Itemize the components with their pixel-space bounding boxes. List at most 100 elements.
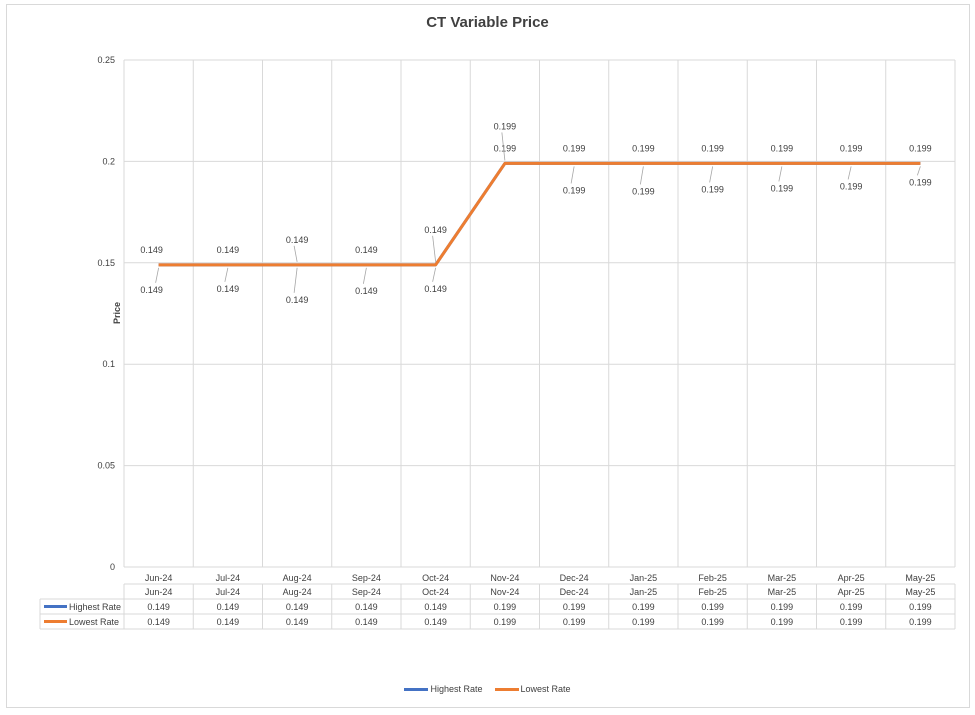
data-label: 0.199 [563, 185, 586, 195]
y-tick-label: 0.2 [102, 156, 115, 166]
y-tick-label: 0.25 [97, 55, 115, 65]
data-label-leader [709, 166, 714, 183]
data-table-cell: 0.149 [217, 617, 240, 627]
data-label: 0.199 [494, 143, 517, 153]
x-tick-label: Jul-24 [216, 573, 241, 583]
data-table-cell: 0.149 [424, 602, 447, 612]
series-line-lowest-rate [158, 161, 921, 267]
data-table-category: Jun-24 [145, 587, 173, 597]
data-table-cell: 0.149 [217, 602, 240, 612]
data-table-category: Mar-25 [768, 587, 797, 597]
data-label-leader [293, 245, 298, 262]
data-table-cell: 0.149 [147, 602, 170, 612]
x-tick-label: Nov-24 [490, 573, 519, 583]
data-label-leader [432, 267, 437, 282]
data-table-cell: 0.199 [771, 602, 794, 612]
data-label: 0.149 [140, 245, 163, 255]
x-tick-label: Mar-25 [768, 573, 797, 583]
x-tick-label: Aug-24 [283, 573, 312, 583]
data-table-cell: 0.199 [701, 617, 724, 627]
data-label: 0.199 [840, 181, 863, 191]
legend-label-highest-rate: Highest Rate [430, 684, 483, 694]
data-table-cell: 0.149 [355, 602, 378, 612]
data-table-category: Sep-24 [352, 587, 381, 597]
x-tick-label: Jan-25 [630, 573, 658, 583]
data-table-cell: 0.149 [355, 617, 378, 627]
data-table-cell: 0.149 [147, 617, 170, 627]
x-tick-label: Feb-25 [698, 573, 727, 583]
data-label-leader [362, 267, 367, 284]
data-label-leader [432, 235, 437, 262]
data-table-category: Apr-25 [838, 587, 865, 597]
legend-swatch-highest-rate [404, 687, 429, 691]
data-table-cell: 0.199 [563, 617, 586, 627]
data-label: 0.199 [632, 143, 655, 153]
chart-title: CT Variable Price [426, 14, 549, 31]
x-tick-label: May-25 [905, 573, 935, 583]
data-table-series-name: Highest Rate [69, 602, 121, 612]
data-label: 0.149 [217, 245, 240, 255]
legend-item-highest-rate: Highest Rate [404, 684, 483, 694]
y-tick-label: 0 [110, 562, 115, 572]
data-table-category: Feb-25 [698, 587, 727, 597]
data-label-leader [224, 267, 229, 282]
data-table-cell: 0.199 [494, 617, 517, 627]
data-label-leader [570, 166, 575, 184]
data-label: 0.149 [424, 225, 447, 235]
y-tick-label: 0.15 [97, 258, 115, 268]
y-tick-label: 0.1 [102, 359, 115, 369]
data-label: 0.199 [840, 143, 863, 153]
data-table-cell: 0.199 [632, 617, 655, 627]
data-table-category: Oct-24 [422, 587, 449, 597]
y-axis-label: Price [112, 302, 122, 324]
y-tick-label: 0.05 [97, 461, 115, 471]
data-table-cell: 0.199 [840, 617, 863, 627]
legend-label-lowest-rate: Lowest Rate [520, 684, 571, 694]
x-tick-label: Jun-24 [145, 573, 173, 583]
legend-swatch-lowest-rate [494, 687, 519, 691]
data-table-cell: 0.199 [701, 602, 724, 612]
x-tick-label: Oct-24 [422, 573, 449, 583]
data-label: 0.149 [140, 285, 163, 295]
chart-frame [6, 4, 970, 708]
data-label: 0.149 [355, 286, 378, 296]
data-table-cell: 0.199 [563, 602, 586, 612]
data-label: 0.149 [286, 295, 309, 305]
data-label-leader [778, 166, 783, 182]
data-label: 0.199 [632, 186, 655, 196]
data-table-category: Aug-24 [283, 587, 312, 597]
data-label: 0.199 [563, 143, 586, 153]
data-table-cell: 0.149 [286, 602, 309, 612]
data-table-category: Nov-24 [490, 587, 519, 597]
data-label: 0.199 [771, 143, 794, 153]
data-table-cell: 0.199 [771, 617, 794, 627]
data-table-cell: 0.199 [909, 617, 932, 627]
data-label: 0.199 [909, 143, 932, 153]
chart-legend: Highest Rate Lowest Rate [0, 684, 975, 694]
x-tick-label: Sep-24 [352, 573, 381, 583]
data-label: 0.199 [494, 121, 517, 131]
data-table-cell: 0.149 [424, 617, 447, 627]
data-table-category: Jul-24 [216, 587, 241, 597]
data-label: 0.199 [701, 143, 724, 153]
data-table-cell: 0.149 [286, 617, 309, 627]
data-table-cell: 0.199 [494, 602, 517, 612]
data-table-cell: 0.199 [632, 602, 655, 612]
data-label-leader [293, 267, 298, 293]
data-label: 0.149 [217, 284, 240, 294]
data-label-leader [639, 166, 644, 185]
data-label-leader [847, 166, 852, 180]
data-label: 0.149 [424, 284, 447, 294]
x-tick-label: Apr-25 [838, 573, 865, 583]
data-label-leader [501, 132, 506, 161]
data-label-leader [155, 267, 160, 283]
data-table-category: Dec-24 [560, 587, 589, 597]
data-label: 0.199 [701, 184, 724, 194]
data-label: 0.199 [909, 177, 932, 187]
data-table-category: May-25 [905, 587, 935, 597]
data-table-cell: 0.199 [840, 602, 863, 612]
data-label: 0.149 [286, 235, 309, 245]
data-label: 0.199 [771, 183, 794, 193]
data-label: 0.149 [355, 245, 378, 255]
